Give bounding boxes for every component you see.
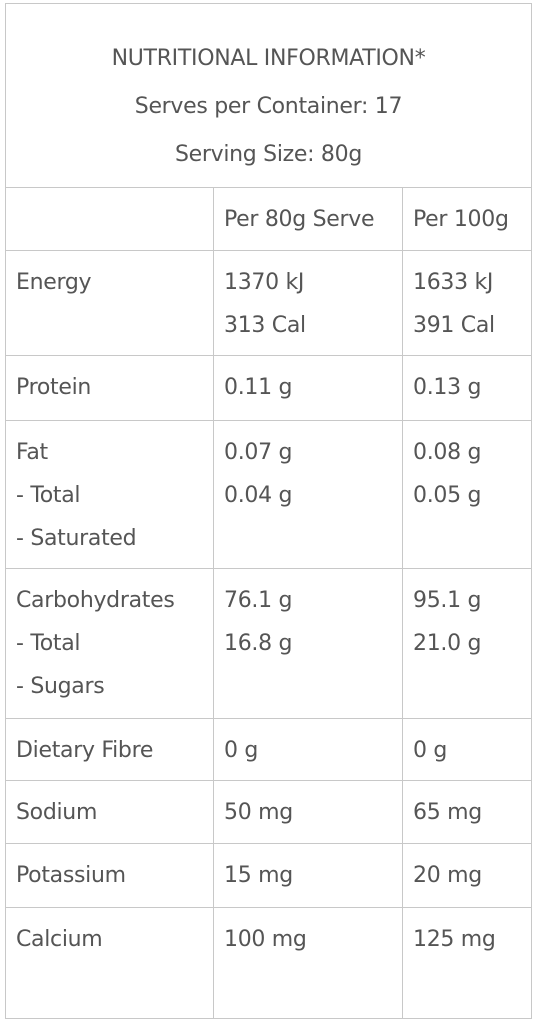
cell-line: 0.07 g	[224, 440, 293, 465]
nutrient-value: 65 mg	[402, 780, 532, 844]
cell-line: 100 mg	[224, 927, 307, 952]
nutrient-row: Potassium 15 mg 20 mg	[5, 843, 532, 908]
cell-line: 50 mg	[224, 800, 293, 825]
nutrition-table: NUTRITIONAL INFORMATION* Serves per Cont…	[5, 3, 532, 1019]
nutrient-name: Energy	[5, 250, 214, 356]
cell-line: 76.1 g	[224, 588, 293, 613]
cell-line: 125 mg	[413, 927, 496, 952]
cell-line: 0.08 g	[413, 440, 482, 465]
nutrient-value: 0.07 g 0.04 g	[213, 420, 403, 569]
nutrient-value: 1633 kJ 391 Cal	[402, 250, 532, 356]
column-header: Per 80g Serve	[213, 187, 403, 251]
nutrient-name: Protein	[5, 355, 214, 421]
header-cell: NUTRITIONAL INFORMATION* Serves per Cont…	[5, 3, 532, 188]
cell-line: - Total	[16, 631, 81, 656]
header-row: NUTRITIONAL INFORMATION* Serves per Cont…	[5, 3, 532, 188]
nutrient-value: 1370 kJ 313 Cal	[213, 250, 403, 356]
blank-cell	[5, 187, 214, 251]
cell-line: 95.1 g	[413, 588, 482, 613]
cell-line: 313 Cal	[224, 313, 306, 338]
cell-line: 0.05 g	[413, 483, 482, 508]
nutrient-name: Dietary Fibre	[5, 718, 214, 781]
cell-line: Fat	[16, 440, 48, 465]
nutrient-row: Dietary Fibre 0 g 0 g	[5, 718, 532, 781]
cell-line: - Saturated	[16, 526, 137, 551]
nutrient-name: Calcium	[5, 907, 214, 1019]
cell-line: 391 Cal	[413, 313, 495, 338]
nutrient-value: 50 mg	[213, 780, 403, 844]
column-row: Per 80g Serve Per 100g	[5, 187, 532, 251]
cell-line: 0 g	[224, 738, 259, 763]
nutrient-row: Carbohydrates - Total - Sugars 76.1 g 16.8 g…	[5, 568, 532, 719]
cell-line: - Sugars	[16, 674, 105, 699]
cell-line: 20 mg	[413, 863, 482, 888]
serves: Serves per Container: 17	[134, 94, 403, 119]
cell-line: 0.04 g	[224, 483, 293, 508]
nutrient-value: 76.1 g 16.8 g	[213, 568, 403, 719]
cell-line: 16.8 g	[224, 631, 293, 656]
nutrient-value: 0.08 g 0.05 g	[402, 420, 532, 569]
cell-line: 21.0 g	[413, 631, 482, 656]
cell-line: 1370 kJ	[224, 270, 305, 295]
cell-line: Energy	[16, 270, 92, 295]
nutrient-name: Potassium	[5, 843, 214, 908]
cell-line: Dietary Fibre	[16, 738, 154, 763]
cell-line: Protein	[16, 375, 92, 400]
nutrient-value: 0.11 g	[213, 355, 403, 421]
nutrient-value: 20 mg	[402, 843, 532, 908]
cell-line: 0.13 g	[413, 375, 482, 400]
title: NUTRITIONAL INFORMATION*	[111, 46, 426, 71]
cell-line: 15 mg	[224, 863, 293, 888]
cell-line: 65 mg	[413, 800, 482, 825]
cell-line: 1633 kJ	[413, 270, 494, 295]
serving-size: Serving Size: 80g	[174, 142, 362, 167]
nutrient-value: 15 mg	[213, 843, 403, 908]
nutrient-name: Carbohydrates - Total - Sugars	[5, 568, 214, 719]
nutrient-name: Fat - Total - Saturated	[5, 420, 214, 569]
nutrient-value: 100 mg	[213, 907, 403, 1019]
nutrition-panel: NUTRITIONAL INFORMATION* Serves per Cont…	[5, 3, 532, 1019]
cell-line: Potassium	[16, 863, 126, 888]
nutrient-value: 0.13 g	[402, 355, 532, 421]
nutrient-name: Sodium	[5, 780, 214, 844]
cell-line: 0.11 g	[224, 375, 293, 400]
column-header: Per 100g	[402, 187, 532, 251]
nutrient-value: 95.1 g 21.0 g	[402, 568, 532, 719]
nutrient-row: Energy 1370 kJ 313 Cal 1633 kJ 391 Cal	[5, 250, 532, 356]
cell-line: Calcium	[16, 927, 103, 952]
nutrient-value: 0 g	[402, 718, 532, 781]
nutrient-row: Protein 0.11 g 0.13 g	[5, 355, 532, 421]
nutrient-value: 125 mg	[402, 907, 532, 1019]
nutrient-row: Calcium 100 mg 125 mg	[5, 907, 532, 1019]
nutrient-value: 0 g	[213, 718, 403, 781]
cell-line: Sodium	[16, 800, 98, 825]
cell-line: - Total	[16, 483, 81, 508]
nutrient-row: Sodium 50 mg 65 mg	[5, 780, 532, 844]
cell-line: 0 g	[413, 738, 448, 763]
cell-line: Carbohydrates	[16, 588, 175, 613]
